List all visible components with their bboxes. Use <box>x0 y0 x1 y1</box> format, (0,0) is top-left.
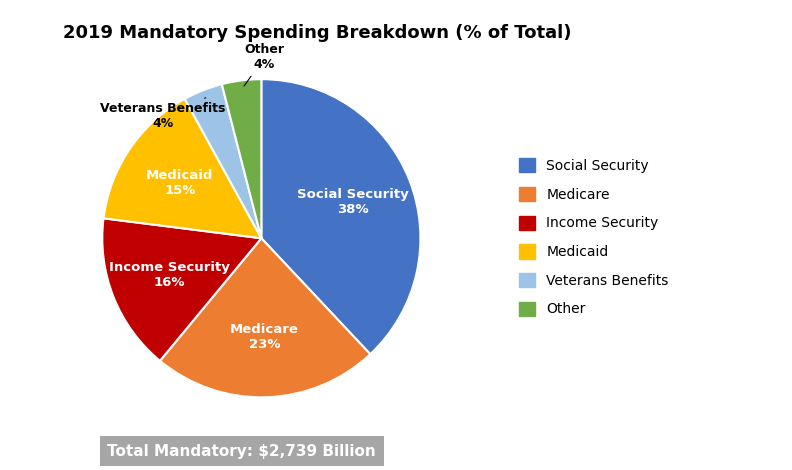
Text: Income Security
16%: Income Security 16% <box>109 260 230 289</box>
Text: Social Security
38%: Social Security 38% <box>297 188 409 216</box>
Wedge shape <box>222 79 261 238</box>
Wedge shape <box>104 99 261 238</box>
Wedge shape <box>185 84 261 238</box>
Text: Other
4%: Other 4% <box>244 43 284 86</box>
Text: 2019 Mandatory Spending Breakdown (% of Total): 2019 Mandatory Spending Breakdown (% of … <box>63 24 571 41</box>
Wedge shape <box>160 238 370 397</box>
Legend: Social Security, Medicare, Income Security, Medicaid, Veterans Benefits, Other: Social Security, Medicare, Income Securi… <box>513 153 674 322</box>
Text: Medicare
23%: Medicare 23% <box>230 323 299 351</box>
Wedge shape <box>261 79 421 354</box>
Wedge shape <box>102 219 261 361</box>
Text: Total Mandatory: $2,739 Billion: Total Mandatory: $2,739 Billion <box>107 444 376 459</box>
Text: Medicaid
15%: Medicaid 15% <box>146 169 214 197</box>
Text: Veterans Benefits
4%: Veterans Benefits 4% <box>100 98 226 130</box>
